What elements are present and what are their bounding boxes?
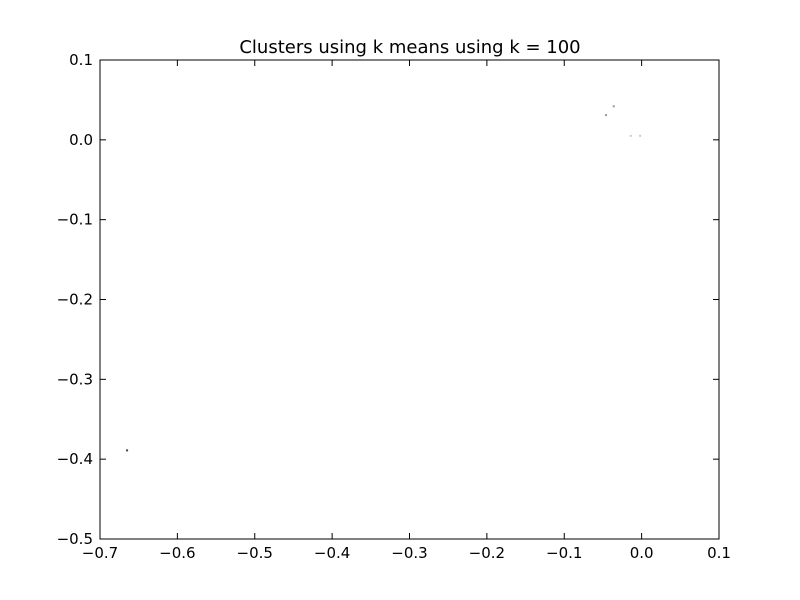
- x-tick-label: −0.6: [159, 544, 195, 562]
- x-tick-label: −0.7: [82, 544, 118, 562]
- data-point: [629, 134, 632, 137]
- x-tick-label: 0.0: [630, 544, 654, 562]
- y-tick-label: 0.1: [69, 51, 93, 69]
- data-point: [605, 114, 608, 117]
- x-tick-label: −0.4: [314, 544, 350, 562]
- data-point: [612, 105, 615, 108]
- chart-title: Clusters using k means using k = 100: [239, 37, 580, 58]
- points-layer: [126, 105, 642, 452]
- y-tick-label: −0.1: [57, 211, 93, 229]
- plot-frame: [99, 59, 720, 540]
- x-tick-label: −0.1: [546, 544, 582, 562]
- y-tick-label: −0.3: [57, 370, 93, 388]
- x-tick-label: −0.5: [237, 544, 273, 562]
- plot-area: [100, 60, 719, 539]
- x-tick-label: −0.2: [469, 544, 505, 562]
- data-point: [126, 449, 129, 452]
- y-tick-label: −0.5: [57, 530, 93, 548]
- y-tick-label: −0.2: [57, 291, 93, 309]
- y-tick-label: −0.4: [57, 450, 93, 468]
- x-tick-label: −0.3: [391, 544, 427, 562]
- x-tick-label: 0.1: [707, 544, 731, 562]
- data-point: [639, 134, 642, 137]
- ticks-layer: −0.7 −0.6 −0.5 −0.4 −0.3 −0.2 −0.1 0.0 0.1 0.1 0.0…: [57, 51, 731, 562]
- y-tick-label: 0.0: [69, 131, 93, 149]
